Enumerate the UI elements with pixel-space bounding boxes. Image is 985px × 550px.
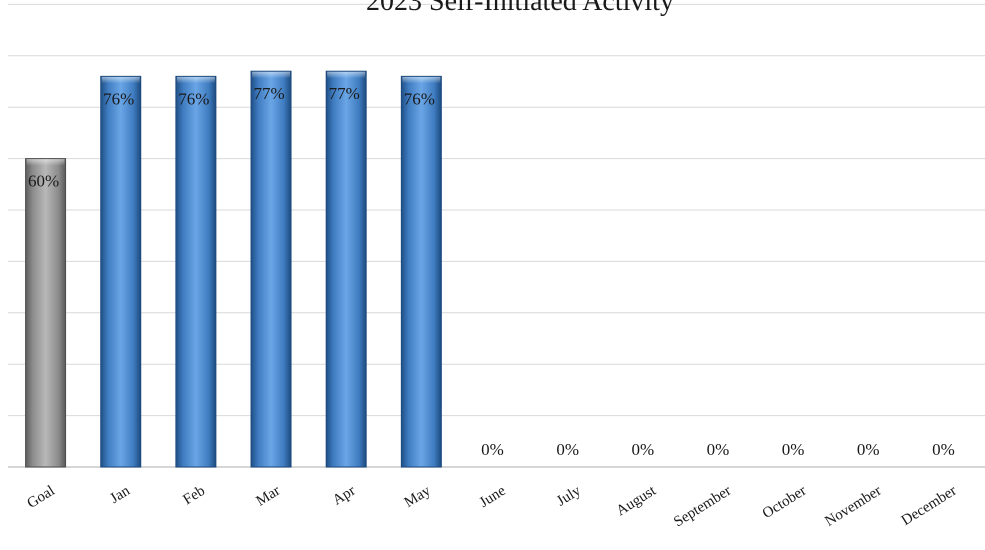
bar-highlight: [101, 76, 140, 84]
bar-outline: [25, 158, 67, 468]
data-label-may: 76%: [404, 89, 435, 108]
data-label-jan: 76%: [103, 89, 134, 108]
gridlines: [8, 3, 985, 468]
data-label-goal: 60%: [28, 172, 59, 191]
x-axis-tick-labels: Goal Jan Feb Mar Apr May June July August Septemb…: [24, 482, 959, 530]
data-label-feb: 76%: [178, 89, 209, 108]
bar-outline: [400, 75, 442, 468]
data-label-november: 0%: [857, 440, 880, 459]
bar-body: [251, 71, 292, 467]
data-label-june: 0%: [481, 440, 504, 459]
x-tick-apr: Apr: [330, 483, 358, 509]
bar-outline: [325, 70, 367, 468]
bar-highlight: [327, 71, 366, 79]
bar-may: [400, 75, 442, 468]
bar-body: [175, 76, 216, 468]
data-label-mar: 77%: [253, 84, 284, 103]
x-tick-september: September: [671, 483, 734, 531]
bar-highlight: [252, 71, 291, 79]
bar-highlight: [402, 76, 441, 84]
bars: [25, 70, 442, 468]
bar-feb: [175, 75, 217, 468]
bar-highlight: [26, 158, 65, 166]
bar-body: [100, 76, 141, 468]
data-label-apr: 77%: [329, 84, 360, 103]
data-labels: 60% 76% 76% 77% 77% 76% 0% 0% 0% 0% 0% 0% 0%: [28, 84, 955, 459]
bar-apr: [325, 70, 367, 468]
x-tick-goal: Goal: [24, 483, 57, 512]
x-tick-november: November: [822, 483, 884, 530]
data-label-july: 0%: [556, 440, 579, 459]
data-label-september: 0%: [707, 440, 730, 459]
bar-body: [326, 71, 367, 467]
bar-highlight: [176, 76, 215, 84]
x-tick-july: July: [554, 483, 584, 510]
data-label-october: 0%: [782, 440, 805, 459]
bar-body: [25, 158, 66, 467]
x-tick-may: May: [402, 483, 434, 511]
x-tick-august: August: [614, 482, 660, 519]
bar-mar: [250, 70, 292, 468]
x-tick-december: December: [899, 483, 960, 529]
bar-goal: [25, 158, 67, 468]
bar-body: [401, 76, 442, 468]
bar-outline: [100, 75, 142, 468]
bar-outline: [175, 75, 217, 468]
data-label-december: 0%: [932, 440, 955, 459]
x-tick-feb: Feb: [180, 483, 208, 508]
x-tick-october: October: [760, 483, 809, 522]
bar-outline: [250, 70, 292, 468]
bar-jan: [100, 75, 142, 468]
x-tick-june: June: [477, 483, 509, 511]
chart-title: 2023 Self-Initiated Activity: [366, 0, 674, 17]
x-tick-jan: Jan: [107, 483, 133, 507]
data-label-august: 0%: [631, 440, 654, 459]
x-tick-mar: Mar: [253, 483, 283, 510]
